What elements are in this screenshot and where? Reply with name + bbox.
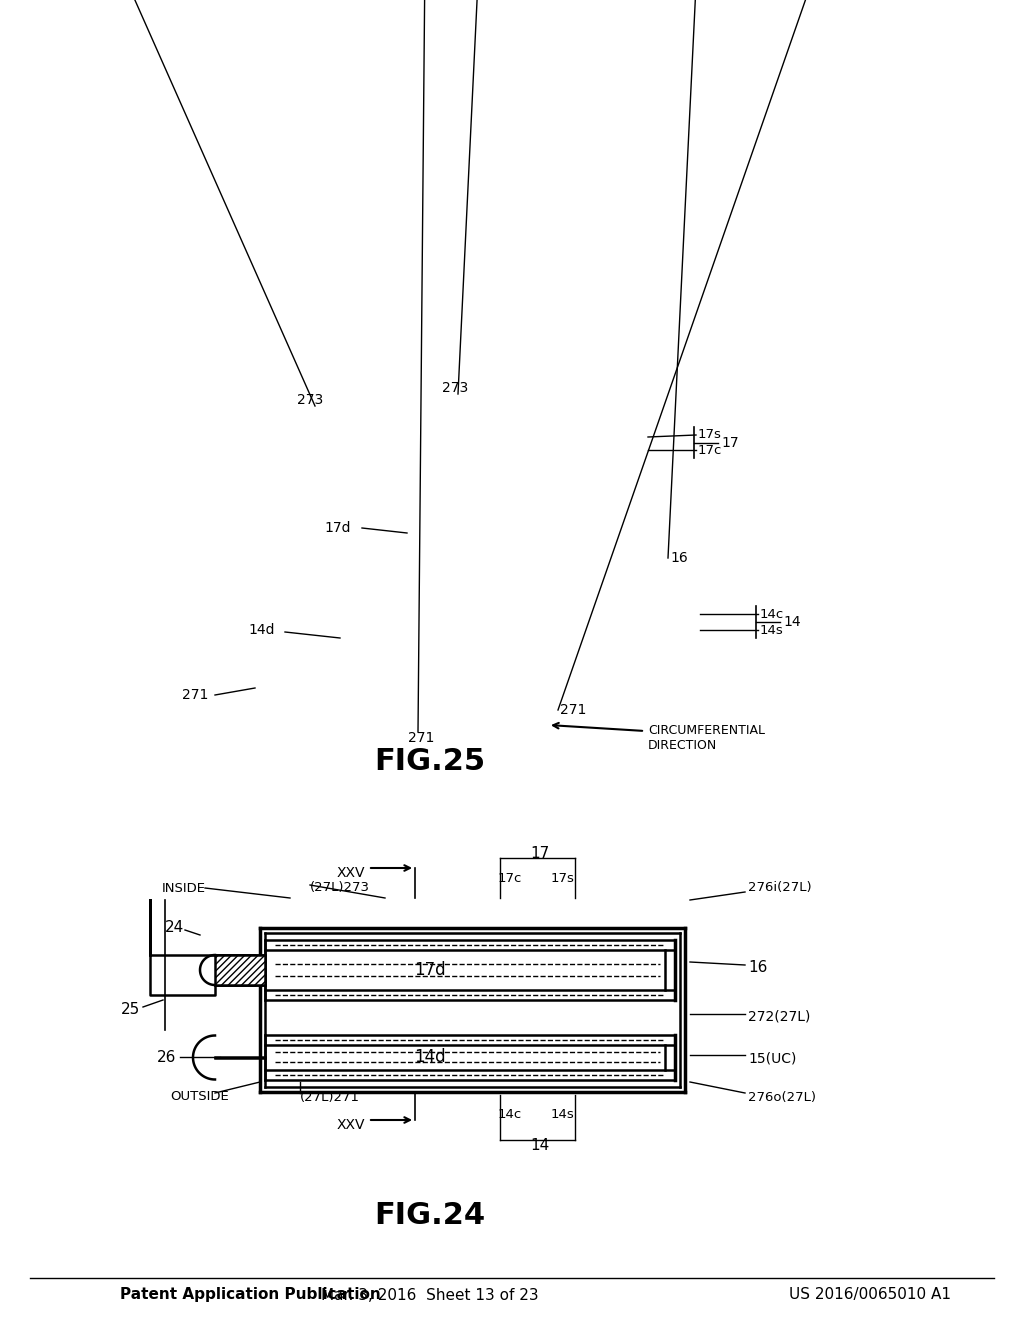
Text: 276o(27L): 276o(27L) xyxy=(748,1090,816,1104)
Text: 14c: 14c xyxy=(498,1109,522,1122)
Text: INSIDE: INSIDE xyxy=(162,882,206,895)
Text: 271: 271 xyxy=(182,688,208,702)
Text: 25: 25 xyxy=(121,1002,140,1018)
Text: 17d: 17d xyxy=(325,521,351,535)
Text: 14d: 14d xyxy=(249,623,275,638)
Text: 271: 271 xyxy=(408,731,434,744)
Text: 14s: 14s xyxy=(760,623,783,636)
Text: 17c: 17c xyxy=(498,871,522,884)
Text: XXV: XXV xyxy=(337,1118,365,1133)
Text: 17: 17 xyxy=(530,846,550,861)
Text: FIG.25: FIG.25 xyxy=(375,747,485,776)
Text: 14: 14 xyxy=(530,1138,550,1152)
Text: 17s: 17s xyxy=(698,429,722,441)
Text: US 2016/0065010 A1: US 2016/0065010 A1 xyxy=(790,1287,951,1303)
Text: Patent Application Publication: Patent Application Publication xyxy=(120,1287,381,1303)
Text: 24: 24 xyxy=(165,920,184,936)
Text: 16: 16 xyxy=(670,550,688,565)
Text: 17d: 17d xyxy=(414,961,445,979)
Text: 16: 16 xyxy=(748,961,767,975)
Text: 26: 26 xyxy=(157,1049,176,1064)
Text: Mar. 3, 2016  Sheet 13 of 23: Mar. 3, 2016 Sheet 13 of 23 xyxy=(322,1287,539,1303)
Text: 17c: 17c xyxy=(698,444,722,457)
Text: 17: 17 xyxy=(721,436,738,450)
Text: OUTSIDE: OUTSIDE xyxy=(170,1090,228,1104)
Text: (27L)271: (27L)271 xyxy=(300,1090,360,1104)
Text: 276i(27L): 276i(27L) xyxy=(748,882,812,895)
Text: XXV: XXV xyxy=(337,866,365,880)
Text: 14s: 14s xyxy=(550,1109,573,1122)
Text: 14c: 14c xyxy=(760,607,784,620)
Text: 14: 14 xyxy=(783,615,801,630)
Text: 272(27L): 272(27L) xyxy=(748,1010,810,1024)
Text: 14d: 14d xyxy=(414,1048,445,1067)
Text: CIRCUMFERENTIAL
DIRECTION: CIRCUMFERENTIAL DIRECTION xyxy=(648,723,765,752)
Text: 15(UC): 15(UC) xyxy=(748,1051,797,1065)
Text: 273: 273 xyxy=(442,381,468,395)
Text: 271: 271 xyxy=(560,704,587,717)
Bar xyxy=(215,954,265,985)
Text: 17s: 17s xyxy=(550,871,573,884)
Text: 273: 273 xyxy=(297,393,324,407)
Text: FIG.24: FIG.24 xyxy=(375,1200,485,1229)
Text: (27L)273: (27L)273 xyxy=(310,882,370,895)
